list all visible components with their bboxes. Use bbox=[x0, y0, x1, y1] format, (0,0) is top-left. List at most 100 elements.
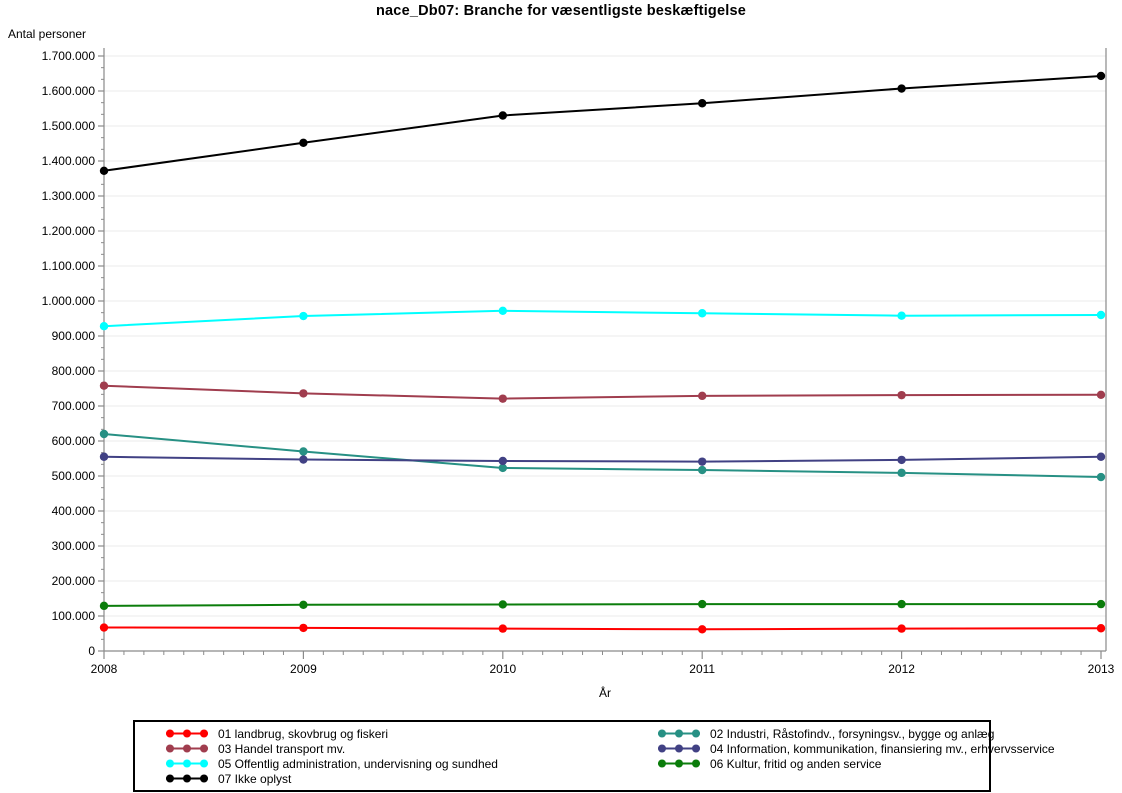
x-tick-label: 2013 bbox=[1088, 662, 1115, 676]
series-line bbox=[103, 309, 1102, 328]
series-07 bbox=[99, 71, 1106, 175]
data-point-marker bbox=[897, 84, 906, 93]
data-point-marker bbox=[1096, 599, 1106, 609]
data-point-marker bbox=[99, 166, 109, 175]
legend-item: 01 landbrug, skovbrug og fiskeri bbox=[163, 726, 655, 741]
series-06 bbox=[99, 599, 1106, 611]
legend-item-label: 03 Handel transport mv. bbox=[218, 741, 346, 756]
data-point-marker bbox=[1096, 472, 1106, 482]
series-line bbox=[103, 75, 1102, 172]
y-tick-label: 400.000 bbox=[52, 504, 96, 518]
legend-item-label: 01 landbrug, skovbrug og fiskeri bbox=[218, 726, 389, 741]
y-axis-title: Antal personer bbox=[8, 27, 87, 41]
y-tick-label: 300.000 bbox=[52, 539, 96, 553]
legend-item: 06 Kultur, fritid og anden service bbox=[655, 756, 1055, 771]
data-point-marker bbox=[99, 623, 109, 632]
legend-item-label: 05 Offentlig administration, undervisnin… bbox=[218, 756, 498, 771]
series-line bbox=[103, 455, 1102, 463]
legend-item-label: 06 Kultur, fritid og anden service bbox=[710, 756, 882, 771]
data-point-marker bbox=[698, 99, 707, 108]
legend-line-marker-icon bbox=[658, 744, 700, 753]
data-point-marker bbox=[99, 452, 109, 461]
legend-item: 04 Information, kommunikation, finansier… bbox=[655, 741, 1055, 756]
data-point-marker bbox=[99, 429, 109, 439]
series-02 bbox=[99, 429, 1106, 482]
x-tick-label: 2011 bbox=[689, 662, 715, 676]
x-tick-label: 2012 bbox=[888, 662, 915, 676]
series-line bbox=[103, 603, 1101, 607]
legend-line-marker-icon bbox=[166, 759, 208, 768]
y-tick-label: 600.000 bbox=[52, 434, 96, 448]
y-tick-label: 1.200.000 bbox=[42, 224, 96, 238]
y-tick-label: 900.000 bbox=[52, 329, 96, 343]
data-point-marker bbox=[698, 625, 707, 634]
series-line bbox=[103, 626, 1102, 631]
y-tick-label: 100.000 bbox=[52, 609, 96, 623]
data-point-marker bbox=[698, 457, 707, 466]
data-point-marker bbox=[1096, 310, 1106, 320]
legend-item-label: 02 Industri, Råstofindv., forsyningsv., … bbox=[710, 726, 995, 741]
data-point-marker bbox=[698, 599, 707, 609]
legend-item: 02 Industri, Råstofindv., forsyningsv., … bbox=[655, 726, 1055, 741]
legend-line-marker-icon bbox=[658, 759, 700, 768]
y-tick-label: 1.000.000 bbox=[42, 294, 96, 308]
series-03 bbox=[99, 381, 1106, 403]
data-point-marker bbox=[498, 463, 507, 473]
data-point-marker bbox=[99, 322, 109, 331]
data-point-marker bbox=[698, 309, 707, 318]
data-point-marker bbox=[299, 389, 308, 398]
series-05 bbox=[99, 306, 1106, 331]
legend-item: 03 Handel transport mv. bbox=[163, 741, 655, 756]
data-point-marker bbox=[498, 600, 507, 609]
data-point-marker bbox=[299, 311, 308, 321]
data-point-marker bbox=[99, 601, 109, 611]
data-point-marker bbox=[897, 599, 906, 609]
data-point-marker bbox=[1096, 71, 1106, 81]
series-01 bbox=[99, 623, 1106, 634]
y-tick-label: 0 bbox=[88, 644, 95, 658]
data-point-marker bbox=[498, 624, 507, 633]
legend-line-marker-icon bbox=[658, 729, 700, 738]
data-point-marker bbox=[897, 311, 906, 320]
legend-line-marker-icon bbox=[166, 774, 208, 783]
legend-item-label: 04 Information, kommunikation, finansier… bbox=[710, 741, 1055, 756]
data-point-marker bbox=[99, 381, 109, 390]
axes bbox=[103, 48, 1107, 652]
x-tick-label: 2009 bbox=[290, 662, 317, 676]
data-point-marker bbox=[897, 468, 906, 478]
legend-line-marker-icon bbox=[166, 729, 208, 738]
gridlines bbox=[104, 55, 1106, 652]
y-tick-label: 200.000 bbox=[52, 574, 96, 588]
y-tick-label: 1.400.000 bbox=[42, 154, 96, 168]
data-point-marker bbox=[1096, 390, 1106, 399]
data-point-marker bbox=[698, 465, 707, 475]
y-tick-label: 800.000 bbox=[52, 364, 96, 378]
series-line bbox=[103, 433, 1102, 478]
y-tick-label: 700.000 bbox=[52, 399, 96, 413]
y-axis-ticks: 0 100.000 200.000 300.000 400.000 500.000 600.… bbox=[42, 49, 104, 658]
data-point-marker bbox=[299, 138, 308, 147]
y-tick-label: 1.600.000 bbox=[42, 84, 96, 98]
series-line bbox=[103, 384, 1102, 400]
x-tick-label: 2008 bbox=[91, 662, 118, 676]
data-point-marker bbox=[1096, 452, 1106, 461]
data-point-marker bbox=[299, 623, 308, 633]
data-point-marker bbox=[299, 600, 308, 609]
data-point-marker bbox=[698, 391, 707, 401]
data-point-marker bbox=[498, 111, 507, 120]
data-point-marker bbox=[299, 447, 308, 456]
data-point-marker bbox=[897, 624, 906, 633]
y-tick-label: 1.300.000 bbox=[42, 189, 96, 203]
data-point-marker bbox=[498, 306, 507, 315]
data-point-marker bbox=[897, 390, 906, 400]
y-tick-label: 500.000 bbox=[52, 469, 96, 483]
legend-item: 05 Offentlig administration, undervisnin… bbox=[163, 756, 655, 771]
legend-item-label: 07 Ikke oplyst bbox=[218, 771, 292, 786]
data-point-marker bbox=[1096, 624, 1106, 633]
data-point-marker bbox=[897, 455, 906, 465]
chart-title: nace_Db07: Branche for væsentligste besk… bbox=[375, 3, 746, 19]
series-04 bbox=[99, 452, 1106, 466]
data-point-marker bbox=[498, 456, 507, 466]
y-tick-label: 1.500.000 bbox=[42, 119, 96, 133]
